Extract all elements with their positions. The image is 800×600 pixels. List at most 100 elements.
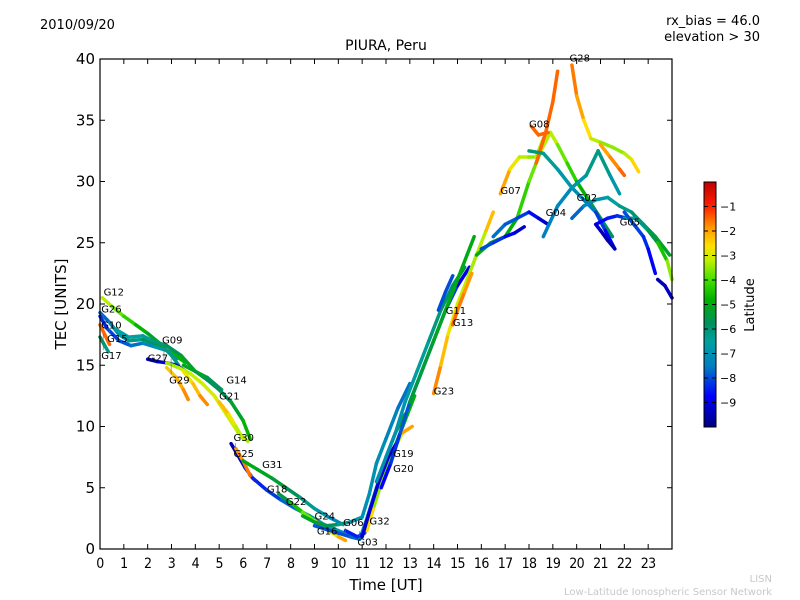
series-segment bbox=[474, 228, 488, 257]
series-g31 bbox=[241, 459, 345, 527]
series-g26 bbox=[98, 310, 188, 365]
series-segment bbox=[234, 424, 245, 441]
colorbar-tick-label: −5 bbox=[720, 299, 736, 312]
series-segment bbox=[617, 167, 627, 178]
rx-bias-label: rx_bias = 46.0 bbox=[666, 14, 760, 29]
series-segment bbox=[593, 216, 610, 227]
series-segment bbox=[574, 179, 591, 202]
series-segment bbox=[200, 381, 217, 398]
series-segment bbox=[465, 234, 476, 257]
series-segment bbox=[336, 520, 352, 527]
series-segment bbox=[384, 406, 400, 441]
series-g24 bbox=[300, 381, 412, 528]
x-tick-label: 11 bbox=[355, 556, 370, 572]
series-segment bbox=[255, 467, 274, 480]
series-segment bbox=[112, 326, 131, 339]
series-segment bbox=[541, 204, 560, 239]
series-segment bbox=[217, 388, 233, 404]
series-segment bbox=[269, 476, 288, 490]
satellite-label: G24 bbox=[315, 512, 335, 523]
series-segment bbox=[439, 332, 450, 367]
series-segment bbox=[98, 323, 107, 337]
series-segment bbox=[191, 381, 202, 398]
series-segment bbox=[431, 308, 448, 343]
series-segment bbox=[250, 476, 269, 492]
colorbar-ticks: −1 −2 −3 −4 −5 −6 −7 −8 −9 bbox=[704, 201, 736, 410]
series-segment bbox=[610, 145, 627, 156]
series-segment bbox=[265, 488, 283, 502]
series-segment bbox=[122, 314, 138, 327]
series-segment bbox=[110, 304, 126, 318]
series-segment bbox=[498, 167, 512, 196]
series-segment bbox=[164, 361, 181, 370]
series-segment bbox=[555, 167, 574, 190]
satellite-label: G14 bbox=[226, 376, 246, 387]
series-segment bbox=[336, 535, 348, 543]
series-segment bbox=[622, 210, 636, 227]
satellite-label: G26 bbox=[101, 305, 121, 316]
series-segment bbox=[367, 479, 381, 514]
series-segment bbox=[141, 341, 157, 349]
series-segment bbox=[491, 222, 507, 239]
y-tick-label: 0 bbox=[85, 540, 95, 558]
series-segment bbox=[241, 459, 260, 472]
series-segment bbox=[605, 195, 622, 208]
colorbar-tick-label: −3 bbox=[720, 250, 736, 263]
x-tick-label: 9 bbox=[311, 556, 319, 572]
series-segment bbox=[277, 492, 293, 505]
series-segment bbox=[479, 241, 495, 251]
series-segment bbox=[598, 228, 610, 243]
series-segment bbox=[288, 500, 305, 514]
series-segment bbox=[312, 506, 331, 519]
series-segment bbox=[570, 173, 588, 190]
series-segment bbox=[129, 341, 145, 348]
x-tick-label: 21 bbox=[593, 556, 608, 572]
x-axis-label: Time [UT] bbox=[348, 576, 422, 594]
x-tick-label: 2 bbox=[144, 556, 151, 572]
series-segment bbox=[574, 94, 586, 122]
series-segment bbox=[570, 63, 579, 98]
x-tick-label: 15 bbox=[450, 556, 465, 572]
series-segment bbox=[98, 314, 109, 331]
series-segment bbox=[536, 216, 550, 227]
satellite-label: G29 bbox=[169, 376, 189, 387]
series-g05d bbox=[622, 210, 658, 276]
satellite-label: G07 bbox=[500, 186, 520, 197]
series-segment bbox=[393, 400, 407, 435]
label-leaders bbox=[102, 314, 360, 537]
series-segment bbox=[379, 461, 393, 490]
series-segment bbox=[555, 143, 569, 165]
series-segment bbox=[663, 283, 674, 300]
series-segment bbox=[617, 204, 634, 214]
colorbar-tick-label: −2 bbox=[720, 225, 736, 238]
series-segment bbox=[484, 210, 495, 233]
colorbar-tick-label: −4 bbox=[720, 274, 736, 287]
y-tick-label: 30 bbox=[76, 173, 95, 191]
x-tick-label: 5 bbox=[215, 556, 222, 572]
series-segment bbox=[529, 124, 541, 137]
series-segment bbox=[150, 339, 169, 348]
series-segment bbox=[431, 363, 443, 396]
series-segment bbox=[455, 253, 469, 282]
info-block: rx_bias = 46.0 elevation > 30 bbox=[664, 14, 760, 46]
series-segment bbox=[360, 510, 372, 539]
satellite-label: G10 bbox=[101, 320, 121, 331]
colorbar-label: Latitude bbox=[743, 278, 758, 332]
y-tick-label: 15 bbox=[76, 356, 95, 374]
series-segment bbox=[646, 247, 658, 276]
series-segment bbox=[455, 277, 469, 306]
series-segment bbox=[181, 369, 195, 386]
series-g17 bbox=[98, 323, 112, 347]
satellite-label: G31 bbox=[262, 460, 282, 471]
series-segment bbox=[193, 369, 209, 382]
x-tick-label: 6 bbox=[239, 556, 247, 572]
colorbar-tick-label: −1 bbox=[720, 201, 736, 214]
x-tick-label: 13 bbox=[402, 556, 417, 572]
x-tick-label: 1 bbox=[120, 556, 127, 572]
series-segment bbox=[415, 339, 431, 374]
series-segment bbox=[241, 418, 252, 441]
series-segment bbox=[570, 204, 586, 220]
series-segment bbox=[117, 339, 133, 348]
series-segment bbox=[312, 520, 329, 528]
series-g05c bbox=[622, 216, 674, 282]
